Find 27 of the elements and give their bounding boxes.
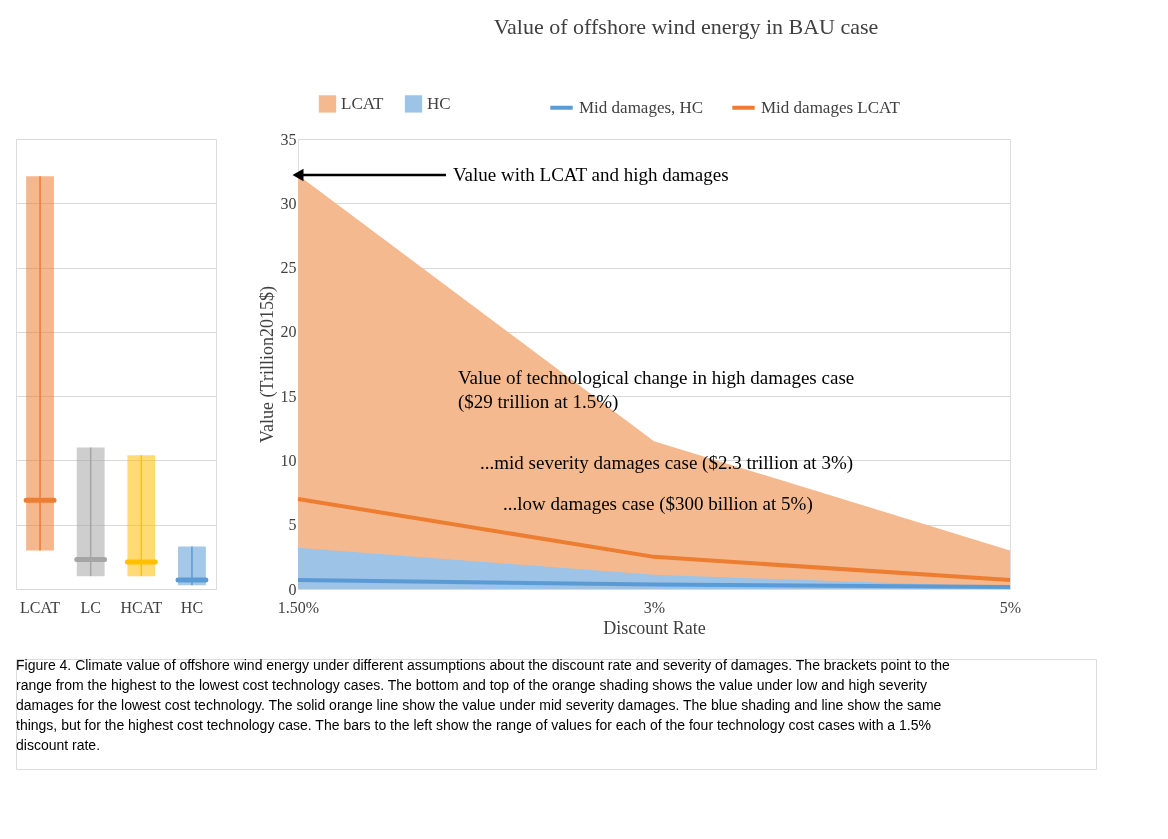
y-tick-label: 20 bbox=[280, 323, 297, 341]
x-tick-label: 1.50% bbox=[277, 598, 320, 616]
legend-label: Mid damages, HC bbox=[579, 97, 704, 117]
y-tick-label: 0 bbox=[288, 580, 297, 598]
x-tick-label: 3% bbox=[643, 598, 666, 616]
x-tick-label: HCAT bbox=[120, 598, 163, 616]
x-tick-label: LC bbox=[80, 598, 101, 616]
x-axis-title: Discount Rate bbox=[603, 617, 706, 638]
y-tick-label: 10 bbox=[280, 451, 297, 469]
x-tick-label: LCAT bbox=[20, 598, 61, 616]
legend-label: HC bbox=[427, 93, 451, 113]
y-axis-title: Value (Trillion2015$) bbox=[256, 286, 278, 443]
legend-label: LCAT bbox=[341, 93, 385, 113]
y-tick-label: 5 bbox=[288, 516, 297, 534]
annotation: ...mid severity damages case ($2.3 trillion at 3%) bbox=[480, 452, 854, 474]
annotation: Value with LCAT and high damages bbox=[453, 164, 729, 185]
y-tick-label: 30 bbox=[280, 194, 297, 212]
y-tick-label: 15 bbox=[280, 387, 297, 405]
annotation: ...low damages case ($300 billion at 5%) bbox=[503, 493, 813, 515]
chart-title: Value of offshore wind energy in BAU case bbox=[493, 13, 879, 39]
y-tick-label: 25 bbox=[280, 259, 297, 277]
x-tick-label: HC bbox=[180, 598, 204, 616]
legend-label: Mid damages LCAT bbox=[761, 97, 901, 117]
x-tick-label: 5% bbox=[999, 598, 1022, 616]
annotation: Value of technological change in high damages case ($29 trillion at 1.5%) bbox=[458, 367, 855, 413]
y-tick-label: 35 bbox=[280, 130, 297, 148]
caption: Figure 4. Climate value of offshore wind energy under different assumptions about the discount rate and severity of damages. The brackets point to the range from the highest to the lowest cost technology cases. The bottom and top of the orange shading shows the value under low and high severity damages for the lowest cost technology. The solid orange line show the value under mid severity damages. The blue shading and line show the same things, but for the highest cost technology case. The bars to the left show the range of values for each of the four technology cost cases with a 1.5% discount rate. bbox=[16, 657, 951, 753]
